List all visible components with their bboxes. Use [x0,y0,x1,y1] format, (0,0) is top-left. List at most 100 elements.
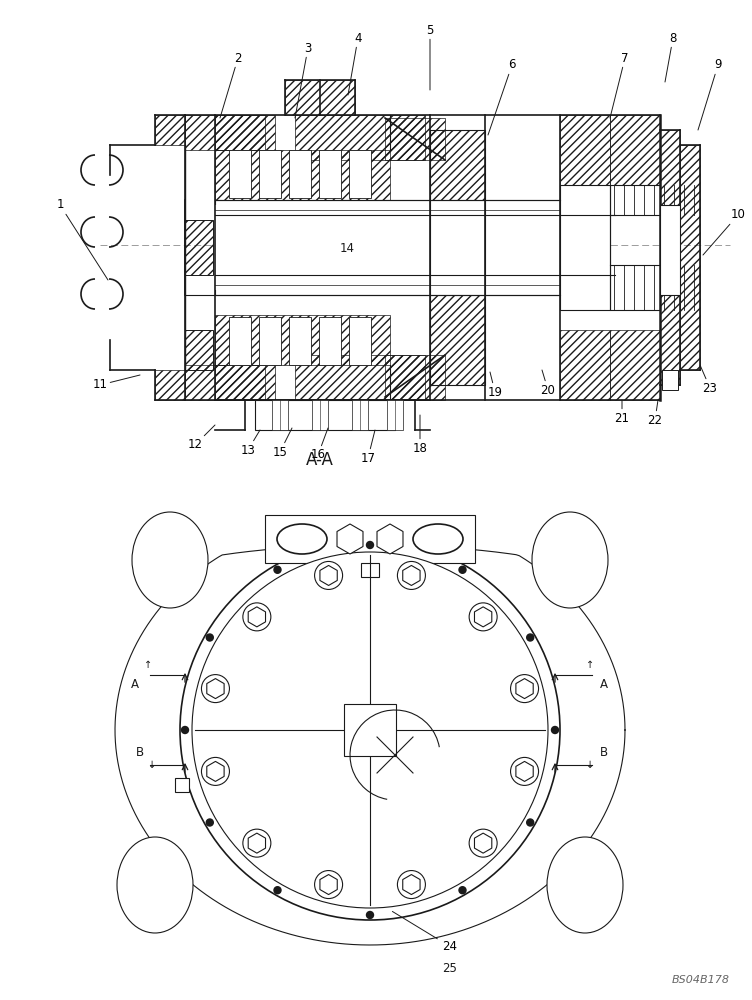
Bar [560,330,610,400]
Text: 15: 15 [272,428,292,458]
Bar [265,515,475,563]
Bar [312,400,328,430]
Bar [352,400,368,430]
Bar [680,145,700,370]
Circle shape [243,603,271,631]
Circle shape [397,871,426,899]
Bar [289,317,311,365]
Circle shape [397,561,426,589]
Bar [185,115,265,150]
Bar [344,704,396,756]
Bar [175,778,189,792]
Text: ↓: ↓ [148,760,156,770]
Bar [430,130,485,385]
Text: A: A [326,534,331,544]
Bar [319,317,341,365]
Bar [430,130,485,385]
Text: 9: 9 [698,58,722,130]
Ellipse shape [532,512,608,608]
Bar [215,315,390,365]
Text: A-A: A-A [306,451,334,469]
Bar [610,330,660,400]
Bar [259,317,281,365]
Bar [215,150,390,200]
Circle shape [469,603,497,631]
Circle shape [366,542,374,548]
Bar [215,365,275,400]
Bar [295,355,425,400]
Circle shape [192,552,548,908]
Circle shape [526,819,534,826]
Ellipse shape [547,837,623,933]
Bar [610,185,660,310]
Bar [660,130,680,385]
Text: 7: 7 [610,51,629,118]
Text: 11: 11 [92,375,140,391]
Ellipse shape [132,512,208,608]
Bar [349,317,371,365]
Bar [272,400,288,430]
Circle shape [274,566,281,573]
Bar [289,150,311,198]
Text: 16: 16 [311,428,328,462]
Circle shape [202,757,229,785]
Bar [229,317,251,365]
Text: B: B [136,746,144,758]
Bar [285,80,355,115]
Text: 12: 12 [187,425,215,452]
Bar [387,400,403,430]
Bar [215,205,585,290]
Text: ↑: ↑ [144,660,152,670]
Bar [349,150,371,198]
Bar [185,365,265,400]
Text: 1: 1 [56,198,108,280]
Bar [215,115,275,150]
Text: 5: 5 [426,23,434,90]
Text: 8: 8 [665,31,677,82]
Circle shape [469,829,497,857]
Text: B: B [600,746,608,758]
Circle shape [366,912,374,918]
Bar [361,563,379,577]
Circle shape [181,726,189,734]
Circle shape [511,675,538,703]
Text: 6: 6 [488,58,516,135]
Text: BS04B178: BS04B178 [672,975,730,985]
Bar [259,150,281,198]
Text: 24: 24 [393,911,457,953]
Text: 14: 14 [340,241,355,254]
Bar [155,115,185,145]
Text: 13: 13 [241,430,260,456]
Text: A: A [131,678,139,692]
Ellipse shape [117,837,193,933]
Bar [185,220,213,275]
Text: ↑: ↑ [586,660,594,670]
Text: 4: 4 [348,31,362,95]
Text: B: B [409,534,414,544]
Bar [185,330,213,370]
Bar [229,150,251,198]
Text: 19: 19 [487,372,502,398]
Bar [662,375,678,385]
Text: A: A [600,678,608,692]
Text: 21: 21 [614,400,629,424]
Text: 25: 25 [443,962,457,974]
Circle shape [526,634,534,641]
Bar [660,205,680,295]
Bar [610,115,660,185]
Bar [662,370,678,390]
Circle shape [459,566,466,573]
Text: 2: 2 [220,51,241,118]
Circle shape [202,675,229,703]
Bar [255,400,395,430]
Circle shape [551,726,559,734]
Bar [560,115,610,185]
Bar [560,185,610,310]
Circle shape [511,757,538,785]
Text: ↓: ↓ [586,760,594,770]
Ellipse shape [277,524,327,554]
Circle shape [180,540,560,920]
Bar [319,150,341,198]
Text: 17: 17 [360,430,375,464]
Bar [215,200,575,295]
